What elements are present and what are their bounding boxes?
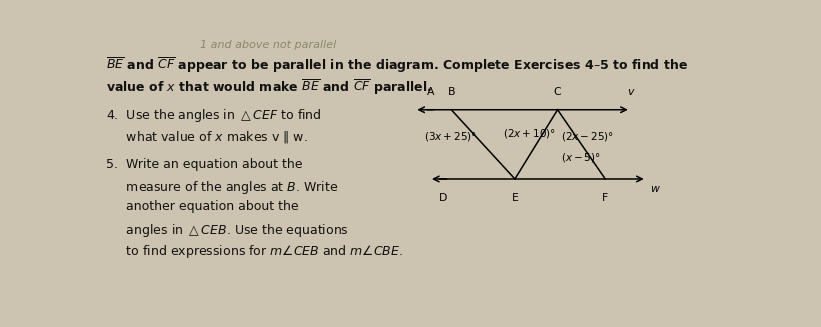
Text: v: v bbox=[627, 87, 634, 97]
Text: to find expressions for $m\angle CEB$ and $m\angle CBE$.: to find expressions for $m\angle CEB$ an… bbox=[106, 243, 403, 260]
Text: E: E bbox=[511, 193, 518, 203]
Text: $(3x + 25)°$: $(3x + 25)°$ bbox=[424, 130, 477, 143]
Text: $(2x - 25)°$: $(2x - 25)°$ bbox=[561, 130, 614, 143]
Text: 5.  Write an equation about the: 5. Write an equation about the bbox=[106, 158, 302, 171]
Text: $(2x + 10)°$: $(2x + 10)°$ bbox=[503, 128, 557, 140]
Text: another equation about the: another equation about the bbox=[106, 200, 298, 214]
Text: C: C bbox=[553, 87, 562, 97]
Text: measure of the angles at $B$. Write: measure of the angles at $B$. Write bbox=[106, 179, 338, 196]
Text: w: w bbox=[650, 184, 658, 194]
Text: 4.  Use the angles in $\triangle CEF$ to find: 4. Use the angles in $\triangle CEF$ to … bbox=[106, 107, 322, 124]
Text: $\overline{BE}$ and $\overline{CF}$ appear to be parallel in the diagram. Comple: $\overline{BE}$ and $\overline{CF}$ appe… bbox=[106, 56, 688, 75]
Text: value of $x$ that would make $\overline{BE}$ and $\overline{CF}$ parallel.: value of $x$ that would make $\overline{… bbox=[106, 78, 432, 97]
Text: D: D bbox=[439, 193, 447, 203]
Text: angles in $\triangle CEB$. Use the equations: angles in $\triangle CEB$. Use the equat… bbox=[106, 222, 349, 239]
Text: $(x - 5)°$: $(x - 5)°$ bbox=[561, 151, 601, 164]
Text: A: A bbox=[427, 87, 434, 97]
Text: what value of $x$ makes v $\|$ w.: what value of $x$ makes v $\|$ w. bbox=[106, 129, 308, 145]
Text: F: F bbox=[602, 193, 608, 203]
Text: 1 and above not parallel: 1 and above not parallel bbox=[200, 41, 336, 50]
Text: B: B bbox=[447, 87, 455, 97]
